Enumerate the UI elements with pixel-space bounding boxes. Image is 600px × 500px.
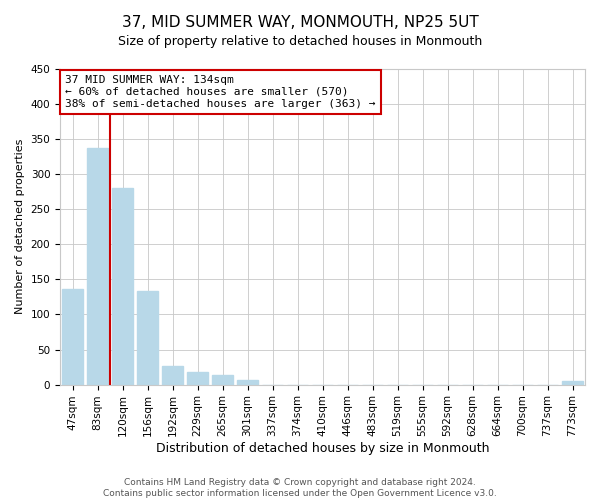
Bar <box>212 376 233 384</box>
Bar <box>112 188 133 384</box>
Bar <box>237 380 258 384</box>
Y-axis label: Number of detached properties: Number of detached properties <box>15 139 25 314</box>
Text: 37 MID SUMMER WAY: 134sqm
← 60% of detached houses are smaller (570)
38% of semi: 37 MID SUMMER WAY: 134sqm ← 60% of detac… <box>65 76 376 108</box>
Text: Size of property relative to detached houses in Monmouth: Size of property relative to detached ho… <box>118 35 482 48</box>
Bar <box>137 290 158 384</box>
X-axis label: Distribution of detached houses by size in Monmouth: Distribution of detached houses by size … <box>156 442 489 455</box>
Text: Contains HM Land Registry data © Crown copyright and database right 2024.
Contai: Contains HM Land Registry data © Crown c… <box>103 478 497 498</box>
Bar <box>62 289 83 384</box>
Bar <box>87 148 108 384</box>
Bar <box>162 366 183 384</box>
Bar <box>562 381 583 384</box>
Text: 37, MID SUMMER WAY, MONMOUTH, NP25 5UT: 37, MID SUMMER WAY, MONMOUTH, NP25 5UT <box>122 15 478 30</box>
Bar <box>187 372 208 384</box>
